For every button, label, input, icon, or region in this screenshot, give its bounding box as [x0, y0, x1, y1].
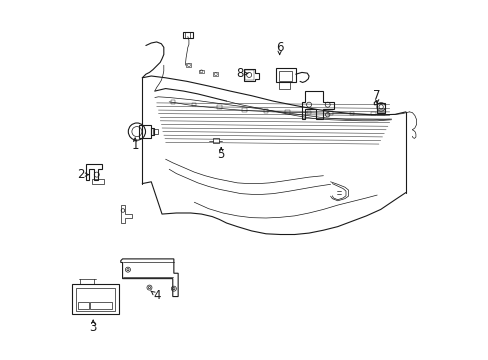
Bar	[349, 112, 353, 115]
Bar	[213, 72, 218, 76]
Bar	[306, 111, 310, 114]
Text: 2: 2	[78, 168, 85, 181]
Bar	[150, 128, 154, 135]
Bar	[285, 110, 289, 114]
Bar	[170, 100, 175, 104]
Bar	[90, 302, 112, 309]
Bar	[217, 105, 221, 109]
Text: 3: 3	[89, 321, 97, 334]
Bar	[242, 108, 246, 112]
Bar	[376, 103, 384, 113]
Bar	[192, 103, 196, 107]
Bar	[212, 138, 218, 143]
Bar	[139, 125, 151, 138]
Bar	[328, 111, 332, 115]
Bar	[276, 68, 295, 82]
Text: 6: 6	[275, 41, 283, 54]
Text: 8: 8	[236, 67, 244, 80]
Bar	[78, 302, 88, 309]
Bar	[92, 179, 104, 184]
Text: 5: 5	[217, 148, 224, 161]
Bar	[186, 63, 191, 67]
Bar	[278, 71, 292, 81]
Bar	[153, 129, 158, 134]
Bar	[76, 288, 115, 311]
Bar	[264, 109, 267, 113]
Bar	[244, 70, 254, 80]
Text: 7: 7	[373, 89, 380, 102]
Bar	[183, 32, 192, 39]
Bar	[199, 69, 203, 73]
Text: 1: 1	[131, 139, 139, 152]
Text: 4: 4	[153, 289, 160, 302]
Bar	[371, 112, 375, 116]
Bar	[72, 284, 119, 315]
